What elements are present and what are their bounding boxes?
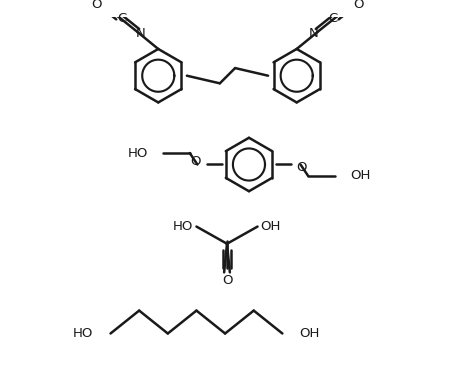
Text: O: O	[222, 274, 232, 288]
Text: C: C	[117, 12, 127, 25]
Text: HO: HO	[173, 220, 193, 233]
Text: N: N	[309, 27, 319, 40]
Text: C: C	[328, 12, 338, 25]
Text: HO: HO	[73, 327, 94, 340]
Text: OH: OH	[261, 220, 281, 233]
Text: OH: OH	[300, 327, 320, 340]
Text: O: O	[297, 161, 307, 174]
Text: HO: HO	[128, 146, 148, 160]
Text: O: O	[91, 0, 101, 11]
Text: OH: OH	[350, 169, 370, 182]
Text: N: N	[136, 27, 146, 40]
Text: O: O	[354, 0, 364, 11]
Text: O: O	[191, 155, 201, 168]
